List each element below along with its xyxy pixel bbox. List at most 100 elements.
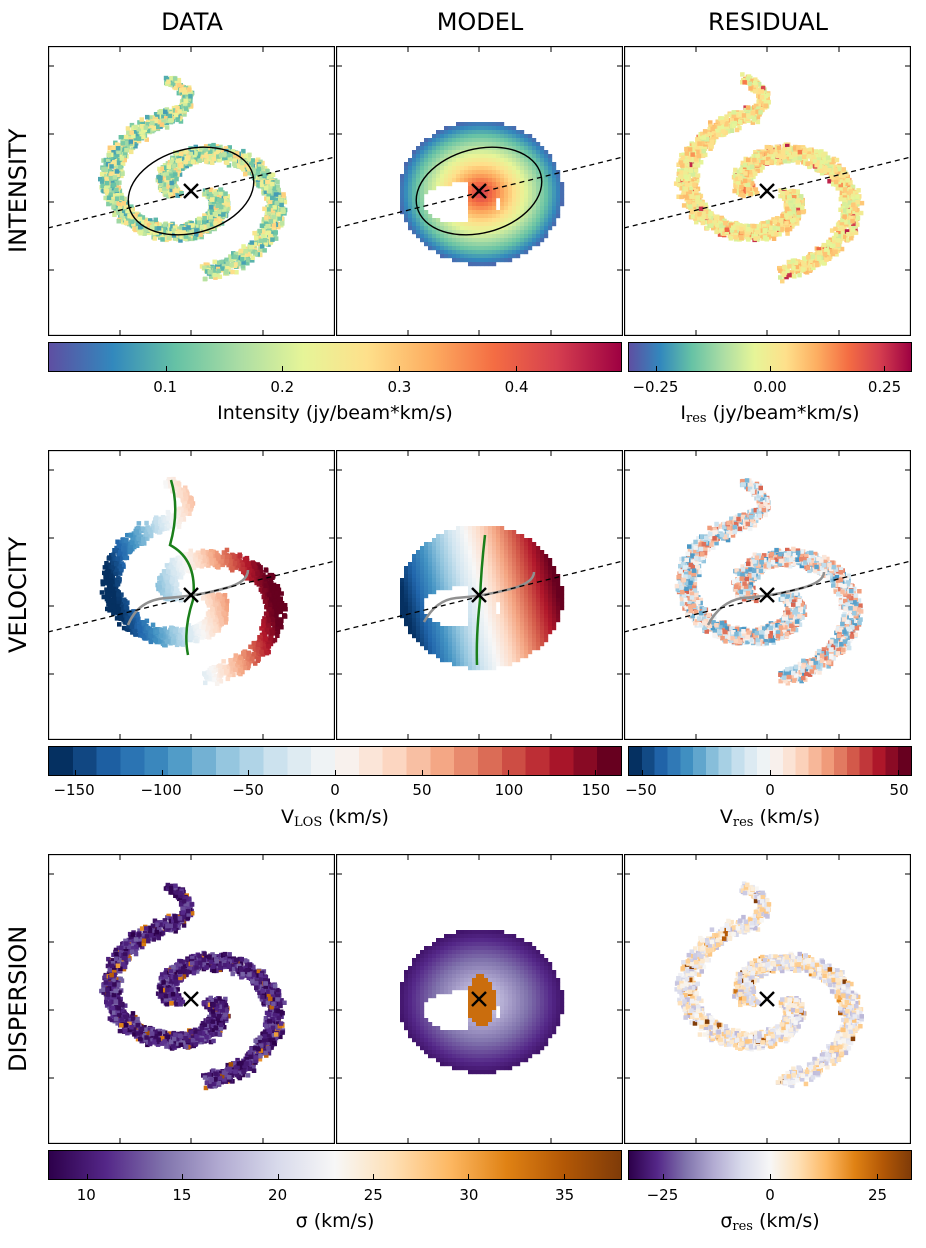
panel-intensity-model-pixel <box>488 182 493 187</box>
panel-intensity-model-pixel <box>488 226 493 231</box>
panel-intensity-model-pixel <box>512 230 517 235</box>
panel-intensity-model-pixel <box>420 206 425 211</box>
panel-intensity-model-pixel <box>416 146 421 151</box>
panel-intensity-data-pixel <box>221 263 227 269</box>
panel-intensity-model-pixel <box>476 150 481 155</box>
panel-intensity-data-pixel <box>107 188 112 193</box>
panel-intensity-model-pixel <box>520 234 525 239</box>
panel-intensity-data-pixel <box>137 120 142 125</box>
panel-intensity-model-pixel <box>528 214 533 219</box>
panel-intensity-data-pixel <box>204 269 210 274</box>
panel-intensity-data-pixel <box>164 125 170 130</box>
panel-intensity-model-pixel <box>432 230 437 235</box>
panel-intensity-data-pixel <box>262 225 267 230</box>
panel-intensity-data-pixel <box>199 146 204 151</box>
panel-intensity-model-pixel <box>508 186 513 191</box>
panel-intensity-data-pixel <box>123 220 129 226</box>
panel-intensity-data-pixel <box>174 110 180 115</box>
panel-intensity-data-pixel <box>177 109 182 114</box>
panel-intensity-model-pixel <box>404 210 409 215</box>
panel-intensity-model-pixel <box>424 182 429 187</box>
panel-intensity-model-pixel <box>468 166 473 171</box>
panel-intensity-model-pixel <box>484 214 489 219</box>
panel-intensity-model-pixel <box>420 210 425 215</box>
panel-intensity-data-pixel <box>274 200 280 206</box>
panel-intensity-model-pixel <box>532 142 537 147</box>
panel-intensity-model-pixel <box>420 182 425 187</box>
panel-intensity-model-pixel <box>444 178 449 183</box>
panel-intensity-model-pixel <box>508 230 513 235</box>
panel-intensity-model-pixel <box>496 138 501 143</box>
panel-intensity-model-pixel <box>460 162 465 167</box>
panel-intensity-model-pixel <box>484 130 489 135</box>
panel-intensity-model-pixel <box>476 182 481 187</box>
panel-intensity-model-pixel <box>492 234 497 239</box>
panel-intensity-model-pixel <box>480 182 485 187</box>
panel-intensity-data-pixel <box>264 215 269 220</box>
panel-intensity-data-pixel <box>199 224 205 230</box>
panel-intensity-data-pixel <box>111 204 116 209</box>
panel-intensity-data-pixel <box>261 178 266 183</box>
panel-intensity-data-pixel <box>232 263 238 268</box>
panel-intensity-model-pixel <box>472 254 477 259</box>
panel-intensity-model-pixel <box>400 206 405 211</box>
panel-intensity-data-pixel <box>222 196 227 201</box>
panel-intensity-data-pixel <box>165 118 170 123</box>
panel-intensity-model-pixel <box>436 174 441 179</box>
panel-intensity-model-pixel <box>548 166 553 171</box>
panel-intensity-data-pixel <box>115 146 121 151</box>
panel-intensity-data-pixel <box>131 221 136 227</box>
panel-intensity-data-pixel <box>215 203 220 209</box>
panel-intensity-model-pixel <box>484 190 489 195</box>
panel-intensity-model-pixel <box>464 146 469 151</box>
panel-intensity-data-pixel <box>161 176 166 181</box>
panel-intensity-model-pixel <box>456 178 461 183</box>
panel-intensity-model-pixel <box>484 234 489 239</box>
panel-intensity-model-pixel <box>528 154 533 159</box>
panel-intensity-model-pixel <box>544 150 549 155</box>
panel-intensity-data-pixel <box>148 128 153 134</box>
panel-intensity-model-pixel <box>448 230 453 235</box>
panel-intensity-data-pixel <box>209 205 214 210</box>
panel-intensity-model-pixel <box>528 242 533 247</box>
panel-intensity-model-pixel <box>460 166 465 171</box>
panel-intensity-model-pixel <box>512 162 517 167</box>
panel-intensity-data-pixel <box>221 155 227 160</box>
panel-intensity-data-pixel <box>191 228 196 234</box>
panel-intensity-data-pixel <box>273 236 279 241</box>
panel-intensity-model-pixel <box>476 238 481 243</box>
panel-intensity-model-pixel <box>436 238 441 243</box>
panel-intensity-data-pixel <box>186 155 191 160</box>
panel-intensity-residual-pixel <box>694 219 699 225</box>
panel-intensity-data-pixel <box>174 188 179 193</box>
panel-intensity-model-pixel <box>512 238 517 243</box>
panel-intensity-model-pixel <box>544 226 549 231</box>
panel-intensity-model-pixel <box>484 258 489 263</box>
panel-intensity-data-pixel <box>218 191 223 197</box>
panel-intensity-data-pixel <box>270 237 275 242</box>
panel-intensity-residual-pixel <box>836 221 842 226</box>
panel-intensity-data-pixel <box>182 89 188 95</box>
panel-intensity-model-pixel <box>552 190 557 195</box>
panel-intensity-data-pixel <box>193 151 198 156</box>
panel-intensity-model-pixel <box>520 222 525 227</box>
panel-intensity-model-pixel <box>468 150 473 155</box>
panel-intensity-data-pixel <box>159 117 164 122</box>
panel-intensity-data-pixel <box>280 221 285 226</box>
panel-intensity-model-pixel <box>500 250 505 255</box>
panel-intensity-model-pixel <box>416 154 421 159</box>
panel-intensity-residual-pixel <box>786 156 791 161</box>
panel-intensity-model-pixel <box>500 234 505 239</box>
panel-intensity-model-pixel <box>496 174 501 179</box>
panel-intensity-model-pixel <box>404 162 409 167</box>
panel-intensity-model-pixel <box>448 130 453 135</box>
panel-intensity-model-pixel <box>480 230 485 235</box>
panel-intensity-model-pixel <box>408 218 413 223</box>
panel-intensity-model-pixel <box>400 178 405 183</box>
panel-intensity-model-pixel <box>424 162 429 167</box>
panel-intensity-data-pixel <box>134 212 139 218</box>
panel-intensity-model-pixel <box>512 138 517 143</box>
panel-intensity-model-pixel <box>428 154 433 159</box>
panel-intensity-model-pixel <box>544 218 549 223</box>
panel-intensity-model-pixel <box>444 242 449 247</box>
